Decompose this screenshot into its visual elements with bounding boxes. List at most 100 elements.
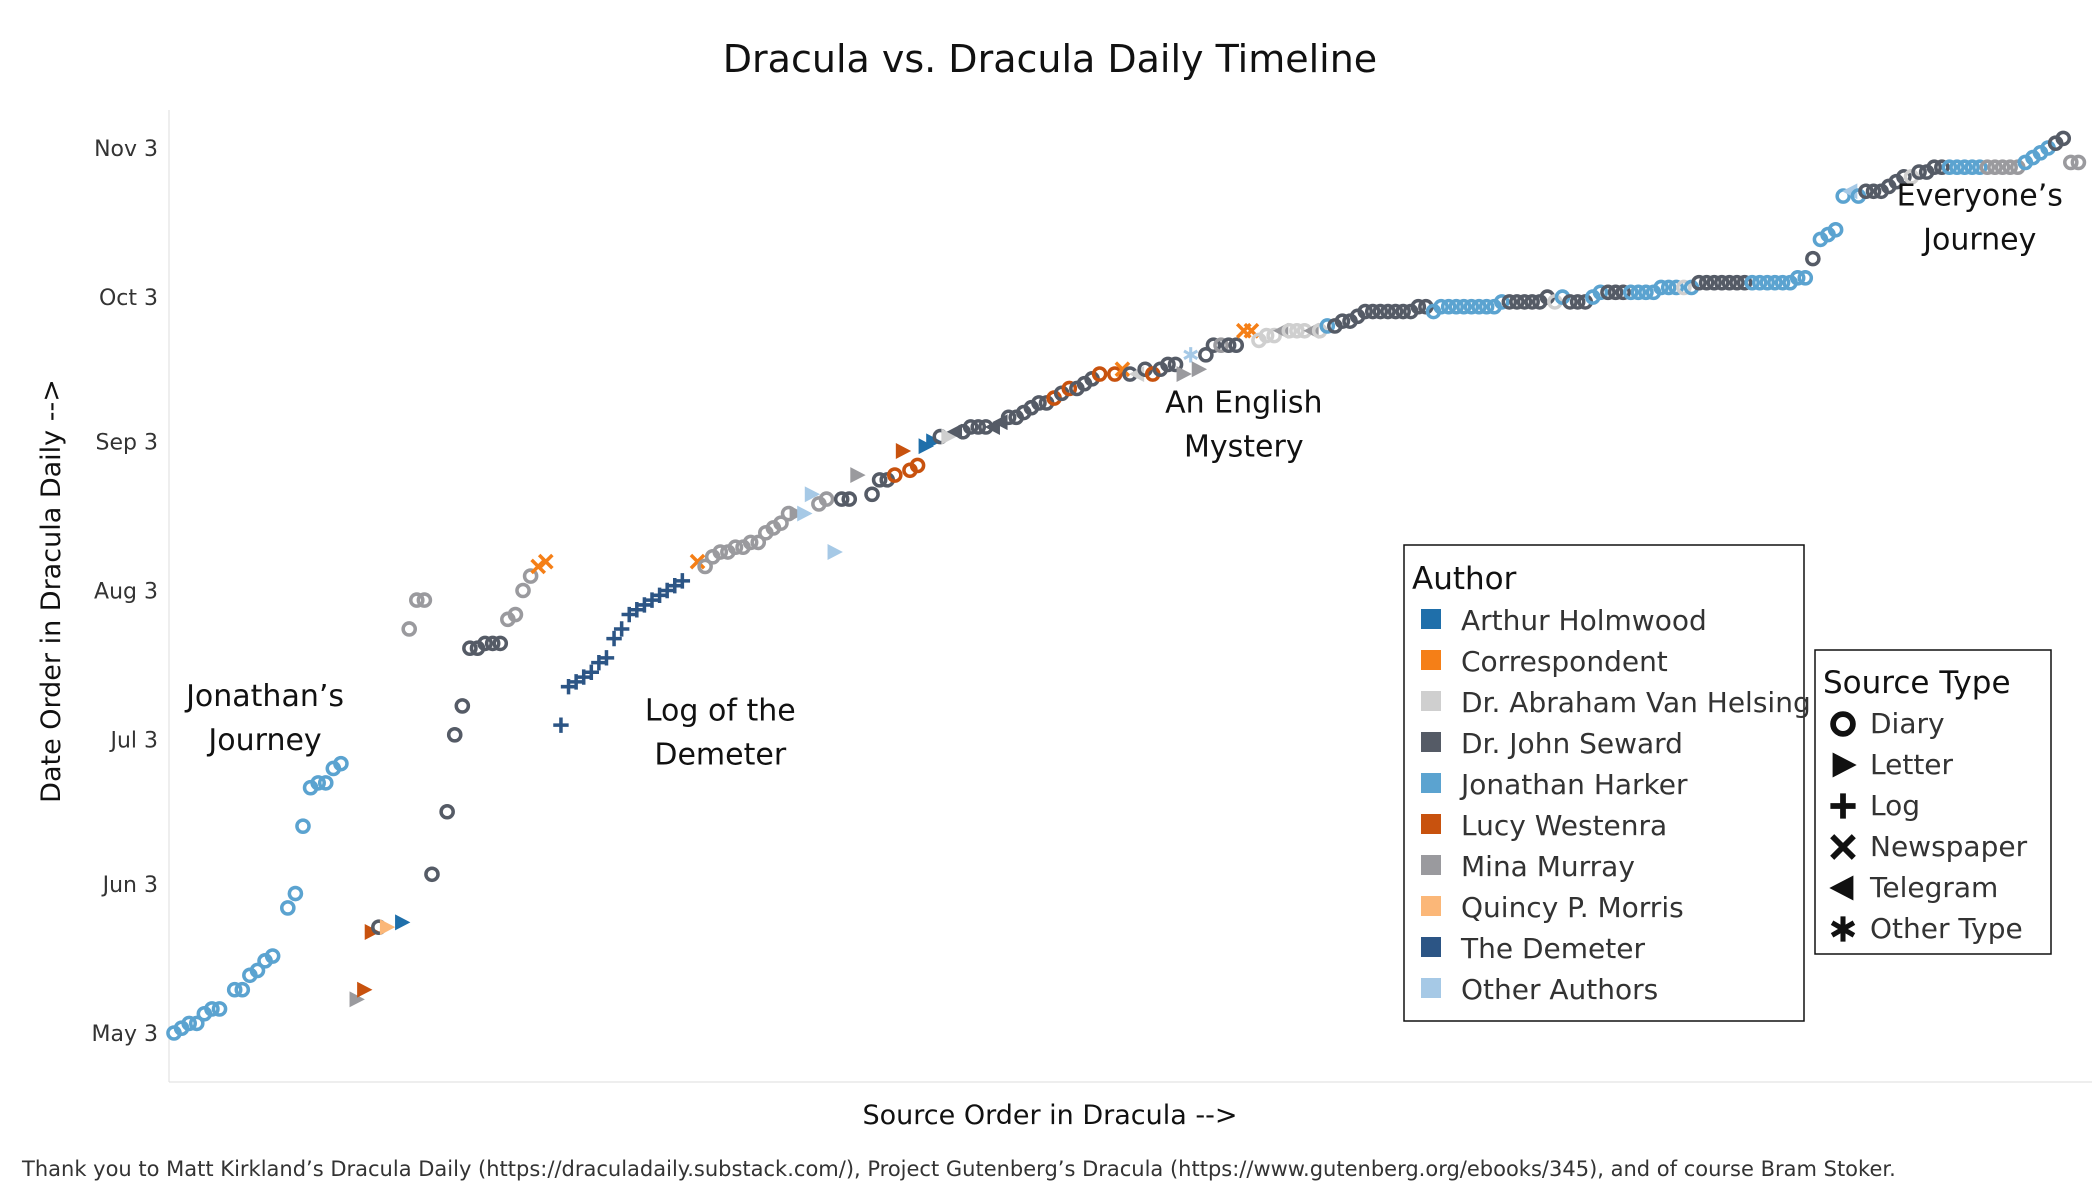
data-point (1213, 337, 1229, 354)
annotation-label: Journey (1921, 223, 2036, 258)
data-point (439, 803, 455, 820)
annotation-label: An English (1165, 386, 1322, 421)
data-point (1372, 303, 1389, 320)
data-point (1698, 274, 1715, 291)
legend-item-label: The Demeter (1460, 932, 1645, 965)
data-point (606, 630, 622, 647)
data-point (1183, 347, 1199, 363)
data-point (1660, 279, 1677, 296)
legend-shape-icon (1829, 875, 1854, 901)
data-point (1107, 366, 1123, 382)
annotation-label: Everyone’s (1897, 179, 2063, 214)
data-point (850, 467, 866, 484)
data-point (613, 621, 630, 637)
data-point (462, 640, 478, 657)
data-point (188, 1015, 205, 1032)
data-point (1767, 274, 1783, 291)
data-point (1516, 294, 1533, 310)
data-point (941, 428, 957, 445)
data-point (1729, 274, 1745, 291)
y-tick-label: Nov 3 (94, 137, 158, 162)
data-point (1380, 303, 1396, 320)
legend-item-label: Other Type (1870, 912, 2023, 945)
footer-credit: Thank you to Matt Kirkland’s Dracula Dai… (21, 1157, 1896, 1181)
data-point (1167, 356, 1184, 373)
legend-shape-icon (1830, 834, 1856, 860)
data-point (1896, 169, 1912, 185)
data-point (1600, 284, 1616, 301)
data-point (1615, 284, 1631, 301)
data-point (1091, 366, 1108, 382)
y-tick-label: Aug 3 (94, 580, 158, 605)
data-point (1289, 322, 1305, 339)
data-point (279, 900, 296, 916)
data-point (697, 558, 713, 575)
data-point (1805, 250, 1821, 267)
data-point (864, 486, 880, 503)
data-point (818, 491, 835, 507)
data-point (226, 981, 243, 998)
data-point (804, 486, 821, 503)
data-point (1736, 274, 1753, 291)
data-point (1334, 313, 1351, 329)
data-point (583, 664, 600, 680)
data-point (827, 544, 843, 560)
data-point (1114, 361, 1131, 378)
data-point (477, 635, 493, 652)
data-point (1971, 159, 1988, 176)
data-point (1176, 366, 1192, 383)
y-tick-label: Oct 3 (99, 286, 158, 311)
data-point (1934, 159, 1950, 176)
data-point (211, 1001, 228, 1017)
legend-item-label: Arthur Holmwood (1461, 604, 1707, 637)
data-point (1205, 337, 1222, 354)
legend-shape-icon (1830, 916, 1856, 942)
legend-swatch (1421, 855, 1441, 875)
legend-item-label: Dr. John Seward (1461, 727, 1683, 760)
data-point (1949, 159, 1965, 176)
y-tick-label: Jun 3 (101, 873, 158, 898)
data-point (1471, 298, 1487, 315)
data-point (1994, 159, 2011, 176)
legend-swatch (1421, 896, 1441, 916)
data-point (454, 698, 471, 714)
legend-item-label: Quincy P. Morris (1461, 891, 1684, 924)
data-point (515, 582, 531, 599)
data-point (553, 717, 569, 733)
y-axis-title: Date Order in Dracula Daily --> (36, 379, 67, 803)
data-point (446, 726, 463, 743)
data-point (797, 505, 813, 522)
data-point (1191, 361, 1208, 378)
data-point (1198, 347, 1214, 363)
y-tick-labels: May 3 Jun 3 Jul 3 Aug 3 Sep 3 Oct 3 Nov 3 (92, 137, 158, 1047)
legend-item-label: Lucy Westenra (1461, 809, 1667, 842)
legend-item-label: Diary (1870, 707, 1945, 740)
data-point (1759, 274, 1776, 291)
data-point (1706, 274, 1723, 291)
data-point (1509, 294, 1525, 310)
data-point (1160, 356, 1176, 373)
legend-item-label: Jonathan Harker (1459, 768, 1688, 801)
data-point (2063, 154, 2079, 171)
legend-item-label: Log (1870, 789, 1920, 822)
legend-item-label: Other Authors (1461, 973, 1658, 1006)
annotation-label: Demeter (654, 737, 786, 772)
data-point (1258, 327, 1275, 344)
author-legend-title: Author (1412, 561, 1517, 597)
data-point (1562, 294, 1578, 310)
data-point (598, 650, 615, 666)
data-point (773, 515, 789, 531)
data-point (1751, 274, 1768, 291)
annotation-label: Log of the (645, 693, 796, 728)
data-point (1281, 322, 1298, 339)
data-point (1789, 270, 1806, 286)
data-point (1478, 298, 1495, 315)
data-point (492, 635, 509, 652)
data-point (1456, 298, 1472, 315)
data-point (484, 635, 501, 652)
data-point (1410, 298, 1427, 315)
data-point (970, 419, 987, 435)
data-point (750, 534, 767, 551)
data-point (1797, 270, 1814, 286)
data-point (1000, 409, 1017, 426)
